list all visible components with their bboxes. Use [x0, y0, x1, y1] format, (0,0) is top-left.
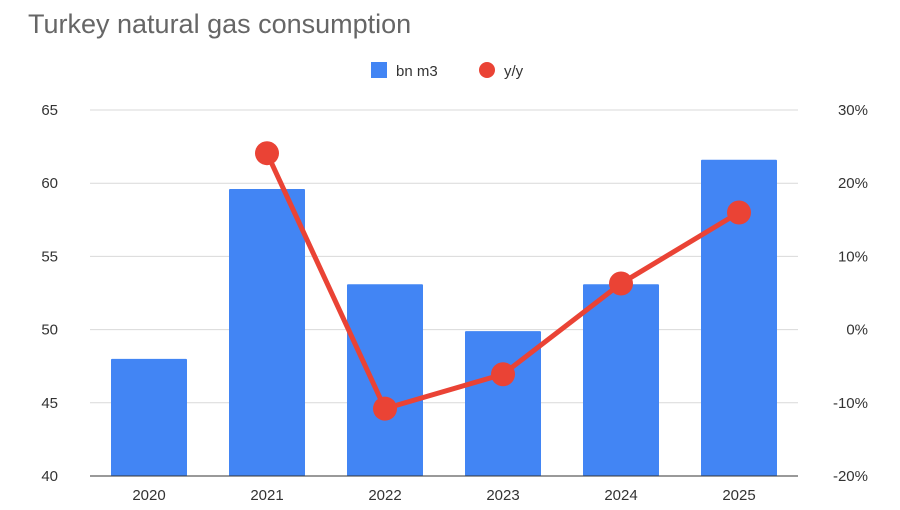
bar-2024: [583, 284, 659, 476]
bar-2023: [465, 331, 541, 476]
right-tick-label: 0%: [846, 322, 868, 339]
right-axis: -20% -10% 0% 10% 20% 30%: [833, 102, 868, 485]
right-tick-label: 20%: [838, 175, 868, 192]
left-tick-label: 50: [41, 322, 58, 339]
left-axis: 40 45 50 55 60 65: [41, 102, 58, 485]
x-tick-label: 2024: [604, 487, 637, 504]
legend: bn m3 y/y: [371, 62, 524, 80]
legend-label-bn-m3: bn m3: [396, 63, 438, 80]
bar-series: [111, 159, 777, 476]
yy-point-2021: [255, 141, 279, 166]
x-tick-label: 2023: [486, 487, 519, 504]
right-tick-label: -20%: [833, 468, 868, 485]
left-tick-label: 40: [41, 468, 58, 485]
bar-2025: [701, 159, 777, 476]
legend-swatch-bn-m3: [371, 62, 387, 78]
right-tick-label: -10%: [833, 395, 868, 412]
right-tick-label: 10%: [838, 248, 868, 265]
bar-2021: [229, 189, 305, 476]
bar-2020: [111, 358, 187, 476]
right-tick-label: 30%: [838, 102, 868, 119]
chart-title: Turkey natural gas consumption: [28, 9, 411, 39]
x-tick-label: 2020: [132, 487, 165, 504]
left-tick-label: 60: [41, 175, 58, 192]
left-tick-label: 55: [41, 248, 58, 265]
left-tick-label: 45: [41, 395, 58, 412]
x-tick-label: 2025: [722, 487, 755, 504]
gridlines: [90, 109, 798, 404]
x-tick-label: 2022: [368, 487, 401, 504]
yy-point-2022: [373, 396, 397, 421]
yy-point-2023: [491, 362, 515, 387]
line-series: [255, 141, 751, 421]
yy-point-2025: [727, 200, 751, 225]
bar-2022: [347, 284, 423, 476]
left-tick-label: 65: [41, 102, 58, 119]
legend-label-yy: y/y: [504, 63, 524, 80]
x-tick-label: 2021: [250, 487, 283, 504]
yy-point-2024: [609, 271, 633, 296]
legend-swatch-yy: [479, 62, 495, 78]
x-axis: 2020 2021 2022 2023 2024 2025: [132, 487, 755, 504]
